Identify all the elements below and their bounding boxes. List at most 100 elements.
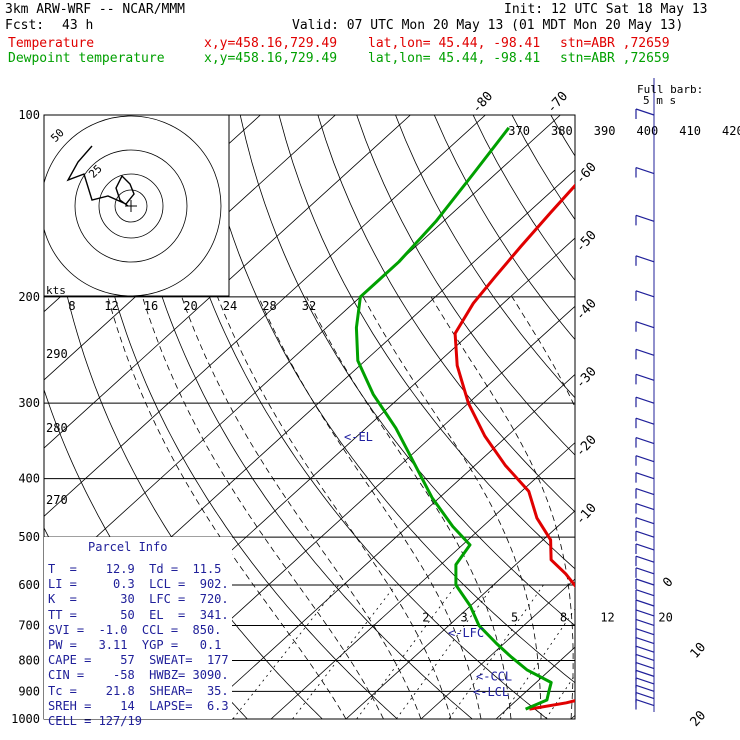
pressure-tick-label: 500 (18, 530, 40, 544)
wind-barb-shaft (635, 636, 655, 645)
wind-barb-shaft (635, 417, 655, 425)
moist-adiabat (142, 296, 384, 719)
mixing-ratio-label: 5 (511, 610, 518, 624)
dry-adiabat (628, 115, 740, 719)
mixing-ratio-line (232, 584, 340, 719)
mixing-ratio-label: 2 (422, 610, 429, 624)
hodograph-speed-label: 16 (144, 299, 158, 313)
parcel-info-row: CELL = 127/19 (48, 714, 142, 728)
wind-barb-shaft (635, 373, 655, 381)
dry-adiabat (356, 115, 575, 456)
dry-adiabat (123, 115, 473, 719)
hodograph-speed-label: 28 (262, 299, 276, 313)
mixing-ratio-lines (232, 584, 575, 719)
isotherm (270, 442, 575, 719)
hodograph-speed-label: 24 (223, 299, 237, 313)
wind-barb-legend-units: 5 m s (643, 94, 676, 107)
theta-label: 410 (679, 124, 701, 138)
wind-barb-shaft (635, 487, 655, 496)
wind-barb-shaft (635, 628, 655, 636)
mixing-ratio-label: 20 (658, 610, 672, 624)
parcel-info-row: SVI = -1.0 CCL = 850. (48, 622, 222, 637)
moist-adiabat (306, 296, 512, 719)
wind-barb-shaft (635, 578, 655, 586)
theta-label: 370 (508, 124, 530, 138)
dewpoint-line (354, 126, 553, 711)
wind-barbs: Full barb:5 m s (635, 78, 703, 712)
level-marker-label: <-LFC (448, 626, 484, 640)
mixing-ratio-line (396, 584, 495, 719)
parcel-info-row: TT = 50 EL = 341. (48, 607, 229, 622)
wind-barb-shaft (635, 661, 655, 670)
wind-barb-shaft (635, 255, 655, 263)
pressure-tick-label: 300 (18, 396, 40, 410)
wind-barb-shaft (635, 543, 655, 551)
parcel-info-row: SREH = 14 LAPSE= 6.3 (48, 698, 229, 713)
hodograph-speed-label: 32 (302, 299, 316, 313)
isotherm (646, 115, 740, 719)
pressure-tick-label: 800 (18, 653, 40, 667)
moist-adiabat (217, 296, 452, 719)
hodograph-units: kts (46, 284, 66, 297)
dry-adiabat (511, 115, 575, 221)
dry-adiabat (317, 115, 575, 513)
wind-barb-shaft (635, 599, 655, 607)
pressure-tick-label: 1000 (11, 712, 40, 726)
wind-barb-shaft (635, 684, 655, 692)
wind-barb-shaft (635, 348, 655, 356)
parcel-info-title: Parcel Info (88, 540, 168, 554)
dewpoint-station: stn=ABR ,72659 (560, 51, 670, 66)
temperature-tick-label: -60 (573, 160, 600, 187)
level-markers: <-EL <-LFC <-CCL <-LCL (344, 430, 512, 699)
parcel-info-row: K = 30 LFC = 720. (48, 592, 229, 607)
level-marker-label: <-LCL (473, 685, 509, 699)
wind-barb-shaft (635, 691, 655, 700)
isotherm (345, 510, 575, 719)
temperature-legend-label: Temperature (8, 36, 95, 51)
isotherm (495, 646, 575, 719)
forecast-label: Fcst: (5, 18, 45, 33)
wind-barb-shaft (635, 567, 655, 575)
theta-left-label: 290 (46, 347, 68, 361)
dry-adiabat (201, 115, 575, 684)
wind-barb-shaft (635, 437, 655, 445)
isotherm (44, 115, 561, 585)
dry-adiabat (239, 115, 575, 627)
dry-adiabat (395, 115, 575, 399)
hodograph-ring (98, 173, 164, 239)
isotherm (195, 373, 575, 719)
wind-barb-shaft (635, 555, 655, 563)
temperature-tick-label: -20 (573, 433, 600, 460)
theta-label: 400 (637, 124, 659, 138)
wind-barb-shaft (635, 530, 655, 538)
mixing-ratio-label: 12 (600, 610, 614, 624)
moist-adiabat (258, 296, 482, 719)
wind-barb-shaft (635, 698, 655, 707)
parcel-info-row: PW = 3.11 YGP = 0.1 (48, 638, 222, 652)
hodograph-speed-label: 20 (183, 299, 197, 313)
dry-adiabat (472, 115, 575, 281)
isotherm (721, 115, 740, 719)
wind-barb-shaft (635, 645, 655, 653)
wind-barb-shaft (635, 321, 655, 329)
hodograph-speed-label: 8 (68, 299, 75, 313)
mixing-ratio-line (356, 584, 457, 719)
wind-barb-shaft (635, 618, 655, 627)
parcel-info-row: LI = 0.3 LCL = 902. (48, 577, 229, 592)
temperature-tick-label: -40 (573, 296, 600, 323)
plot-frame (43, 114, 576, 720)
init-time: Init: 12 UTC Sat 18 May 13 (504, 2, 708, 17)
moist-adiabat (661, 297, 715, 719)
temperature-latlon: lat,lon= 45.44, -98.41 (368, 36, 541, 51)
wind-barb-shaft (635, 108, 655, 116)
wind-barb-shaft (635, 609, 655, 617)
wind-barb-shaft (635, 517, 655, 525)
parcel-info-row: CIN = -58 HWBZ= 3090. (48, 668, 229, 683)
temperature-tick-label: 10 (688, 640, 710, 662)
wind-barb-shaft (635, 396, 655, 404)
theta-label: 380 (551, 124, 573, 138)
parcel-info-box (44, 537, 232, 719)
level-marker-label: <-EL (344, 430, 373, 444)
temperature-tick-label: -80 (469, 89, 496, 116)
wind-barb-shaft (635, 502, 655, 511)
